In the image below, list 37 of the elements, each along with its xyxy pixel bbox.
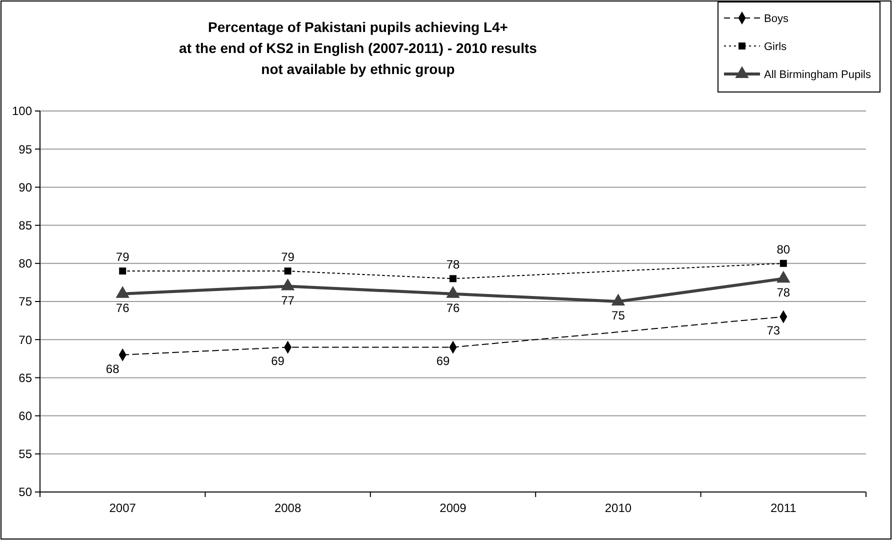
point	[450, 275, 456, 282]
y-tick-label: 50	[18, 485, 32, 500]
data-label: 69	[436, 354, 450, 368]
y-tick-label: 60	[18, 409, 32, 423]
point	[119, 268, 126, 275]
point	[284, 268, 292, 275]
data-label: 76	[446, 300, 460, 315]
y-tick-label: 65	[18, 370, 32, 385]
y-tick-label: 80	[18, 256, 32, 271]
data-label: 69	[271, 354, 285, 368]
data-label: 79	[116, 250, 130, 264]
y-tick-label: 95	[18, 142, 32, 156]
x-tick-label: 2010	[604, 501, 632, 515]
y-tick-label: 75	[18, 294, 32, 309]
x-tick-label: 2009	[440, 501, 467, 515]
data-label: 76	[116, 300, 130, 315]
data-label: 73	[766, 324, 780, 338]
y-tick-label: 85	[18, 218, 32, 232]
data-label: 79	[281, 250, 295, 264]
data-label: 68	[106, 362, 120, 376]
data-label: 78	[446, 258, 460, 272]
y-tick-label: 90	[18, 180, 32, 194]
x-tick-label: 2007	[109, 501, 136, 515]
data-label: 78	[776, 286, 790, 300]
legend-label: All Birmingham Pupils	[764, 68, 872, 81]
y-tick-label: 55	[18, 447, 32, 462]
y-tick-label: 70	[18, 332, 32, 347]
x-tick-label: 2011	[770, 501, 797, 515]
legend-label: Boys	[764, 12, 789, 25]
point	[780, 260, 787, 267]
x-tick-label: 2008	[274, 501, 302, 515]
data-label: 77	[281, 293, 295, 308]
data-label: 75	[612, 308, 626, 322]
y-tick-label: 100	[12, 104, 32, 118]
data-label: 80	[776, 242, 790, 256]
chart-title: Percentage of Pakistani pupils achieving L4+ at the end of KS2 in English (2007-2011) - 2010 results not available by ethnic group	[179, 19, 538, 77]
legend-label: Girls	[764, 40, 788, 53]
